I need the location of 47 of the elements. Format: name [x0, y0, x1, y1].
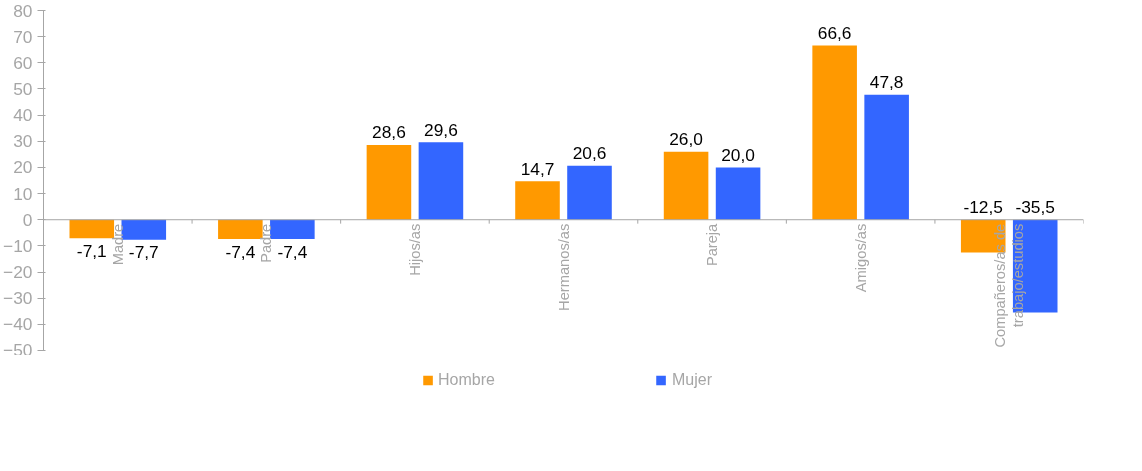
- bar: [121, 219, 167, 240]
- data-label: -7,7: [128, 242, 159, 263]
- y-tick-label: 80: [13, 0, 33, 21]
- x-tick-label: Amigos/as: [852, 223, 869, 293]
- y-tick-label: 70: [13, 26, 33, 47]
- bar: [270, 219, 315, 240]
- x-tick-label: Madre: [109, 223, 126, 266]
- data-label: 20,0: [721, 144, 755, 165]
- y-tick-label: 20: [13, 157, 33, 178]
- data-label: -7,4: [277, 241, 308, 262]
- data-label: 29,6: [424, 119, 458, 140]
- data-label: 66,6: [817, 23, 852, 44]
- data-label: 28,6: [372, 122, 406, 143]
- data-label: 14,7: [520, 158, 555, 179]
- data-label: 47,8: [869, 72, 904, 93]
- bar: [663, 151, 709, 220]
- y-tick-label: 10: [13, 183, 33, 204]
- data-label: -7,1: [76, 240, 107, 261]
- data-label: 26,0: [669, 129, 703, 150]
- bar: [366, 144, 412, 220]
- data-label: -35,5: [1015, 197, 1055, 218]
- data-label: -7,4: [225, 241, 256, 262]
- bar: [567, 165, 612, 220]
- y-tick-label: −10: [3, 235, 33, 256]
- x-tick-label: Compañeros/as de trabajo/estudios: [992, 223, 1027, 348]
- bar: [418, 142, 464, 220]
- y-tick-label: 0: [22, 209, 33, 230]
- bar: [812, 45, 857, 220]
- y-tick-label: −40: [3, 314, 33, 335]
- x-tick-label: Padre: [258, 223, 275, 263]
- x-tick-label: Hijos/as: [406, 223, 423, 276]
- bar: [864, 94, 909, 220]
- y-tick-label: 50: [13, 78, 33, 99]
- x-tick-label: Hermanos/as: [555, 223, 572, 311]
- legend-label: Hombre: [438, 371, 495, 389]
- data-label: -12,5: [963, 197, 1003, 218]
- bar: [515, 181, 560, 220]
- data-label: 20,6: [572, 143, 607, 164]
- y-tick-label: −30: [3, 288, 33, 309]
- y-tick-label: −20: [3, 262, 33, 283]
- bar: [715, 167, 761, 220]
- y-tick-label: 60: [13, 52, 33, 73]
- legend-label: Mujer: [671, 371, 712, 389]
- y-tick-label: 30: [13, 131, 33, 152]
- x-tick-label: Pareja: [704, 222, 721, 267]
- y-tick-label: 40: [13, 105, 33, 126]
- y-tick-label: −50: [3, 339, 33, 360]
